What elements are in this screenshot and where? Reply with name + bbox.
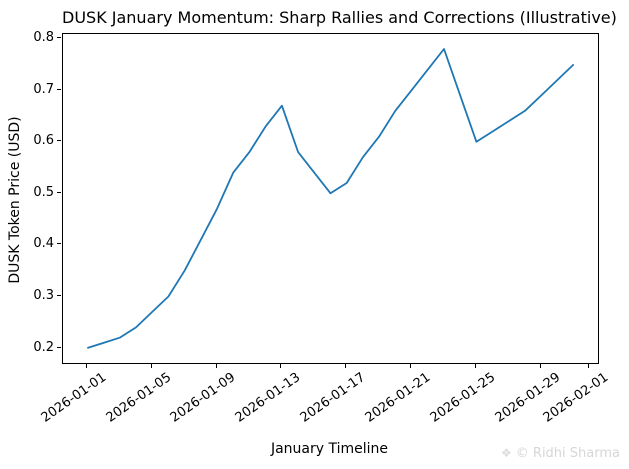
y-tick-label: 0.7: [33, 81, 54, 97]
y-tick-mark: [57, 37, 61, 39]
x-tick-label: 2026-01-13: [232, 370, 304, 426]
x-tick-label: 2026-01-17: [297, 370, 369, 426]
x-tick-mark: [588, 364, 590, 368]
watermark-text: © Ridhi Sharma: [515, 446, 620, 461]
x-tick-mark: [150, 364, 152, 368]
x-tick-mark: [280, 364, 282, 368]
x-tick-mark: [539, 364, 541, 368]
x-tick-label: 2026-01-09: [168, 370, 239, 426]
plot-area: [62, 33, 599, 364]
x-tick-label: 2026-01-21: [362, 370, 434, 426]
y-tick-mark: [57, 191, 61, 193]
y-tick-label: 0.8: [33, 30, 54, 46]
x-axis-label: January Timeline: [270, 441, 389, 457]
chart-title: DUSK January Momentum: Sharp Rallies and…: [62, 8, 617, 27]
y-tick-mark: [57, 88, 61, 90]
x-tick-label: 2026-01-25: [427, 370, 499, 426]
watermark: ❖ © Ridhi Sharma: [501, 446, 620, 461]
x-tick-label: 2026-01-01: [38, 370, 109, 426]
x-tick-mark: [85, 364, 87, 368]
y-tick-label: 0.4: [33, 236, 54, 252]
line-chart-svg: [87, 48, 575, 349]
ornament-icon: ❖: [501, 446, 512, 460]
x-tick-mark: [474, 364, 476, 368]
y-tick-label: 0.6: [33, 133, 54, 149]
y-tick-label: 0.3: [33, 287, 54, 303]
x-tick-label: 2026-01-05: [103, 370, 174, 426]
x-tick-mark: [410, 364, 412, 368]
y-tick-label: 0.5: [33, 184, 54, 200]
x-tick-mark: [345, 364, 347, 368]
y-tick-mark: [57, 294, 61, 296]
y-tick-label: 0.2: [33, 339, 54, 355]
y-tick-mark: [57, 243, 61, 245]
x-tick-mark: [215, 364, 217, 368]
price-line-series: [87, 48, 575, 349]
y-tick-mark: [57, 346, 61, 348]
y-tick-mark: [57, 140, 61, 142]
